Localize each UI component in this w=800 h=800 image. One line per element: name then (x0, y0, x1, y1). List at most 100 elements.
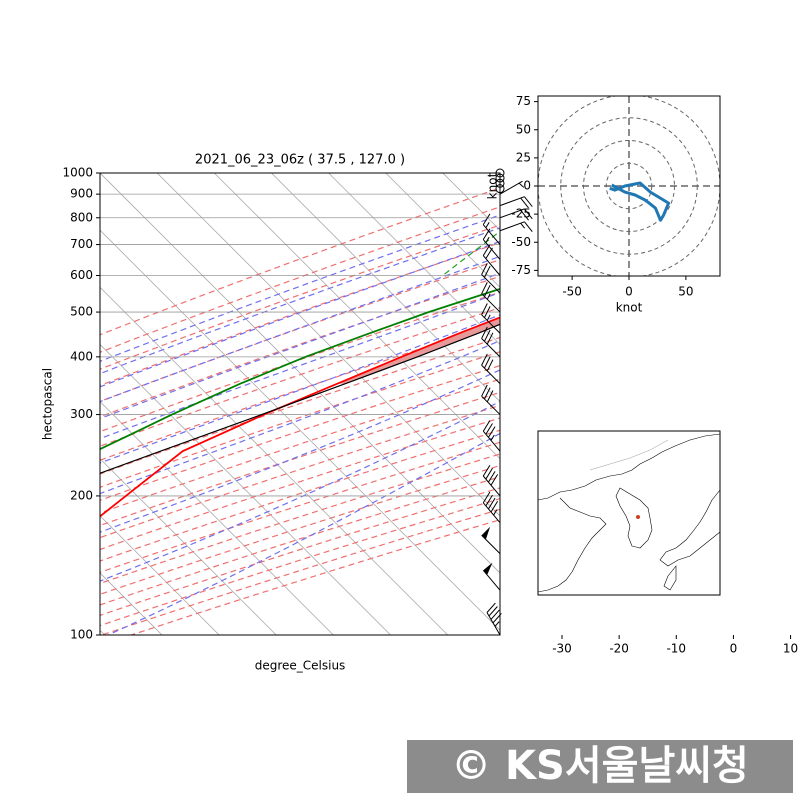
y-tick-label: 900 (70, 187, 93, 201)
hodo-y-tick-label: -25 (511, 207, 531, 221)
wind-barb (481, 282, 501, 313)
dry-adiabat (100, 187, 500, 336)
barb-staff (499, 180, 523, 195)
mixing-ratio-line (638, 173, 782, 276)
wind-barb (482, 562, 501, 591)
barb-staff (482, 475, 501, 497)
barb-staff (481, 534, 501, 554)
isotherm (100, 229, 500, 631)
barb-full (524, 208, 533, 220)
barb-full (486, 602, 496, 613)
barb-full (483, 329, 491, 342)
hodograph-plot (538, 96, 720, 276)
barb-full (486, 390, 494, 403)
dry-adiabat (100, 441, 500, 574)
wind-barb (499, 180, 525, 195)
wind-barb (481, 303, 501, 334)
isotherm (100, 401, 334, 635)
hodograph-line (609, 181, 671, 222)
x-tick-label: -30 (552, 642, 572, 656)
barb-full (481, 303, 488, 316)
barb-full (490, 609, 500, 620)
barb-staff (499, 221, 525, 232)
isotherm (156, 173, 500, 517)
dry-adiabat (100, 417, 500, 551)
hodo-y-tick-label: -75 (511, 263, 531, 277)
island-coast (663, 565, 677, 591)
barb-full (482, 464, 491, 477)
barb-staff (481, 338, 501, 358)
y-tick-label: 600 (70, 268, 93, 282)
barb-full (482, 491, 491, 504)
temperature-line (100, 316, 500, 518)
barb-half (485, 222, 490, 228)
barb-full (482, 213, 491, 225)
barb-full (481, 282, 488, 294)
y-tick-label: 300 (70, 407, 93, 421)
barb-staff (482, 430, 501, 452)
isotherm (328, 173, 500, 345)
barb-flag (481, 526, 491, 540)
barb-staff (486, 612, 501, 636)
barb-full (520, 197, 529, 209)
barb-full (481, 326, 488, 339)
y-tick-label: 100 (70, 628, 93, 642)
x-tick-label: -20 (609, 642, 629, 656)
barb-half (493, 509, 498, 516)
barb-full (483, 284, 491, 297)
barb-staff (499, 208, 525, 219)
isotherm (100, 343, 391, 635)
barb-staff (481, 364, 501, 384)
barb-full (485, 468, 493, 480)
barb-full (485, 423, 493, 435)
barb-staff (482, 502, 501, 524)
dry-adiabat (100, 378, 500, 514)
chart-title: 2021_06_23_06z ( 37.5 , 127.0 ) (195, 153, 405, 168)
isotherm (100, 515, 220, 635)
y-axis-label: hectopascal (41, 368, 55, 440)
barb-full (482, 420, 491, 432)
parcel-line (100, 323, 500, 474)
barb-full (490, 474, 499, 486)
wind-barb (482, 213, 501, 245)
barb-full (485, 494, 493, 507)
dry-adiabat (100, 206, 500, 353)
japan-coast (659, 489, 721, 567)
plot-frame (99, 172, 501, 636)
barb-full (488, 497, 496, 510)
hodo-y-tick-label: 50 (516, 122, 531, 136)
isotherm (271, 173, 500, 403)
barb-full (482, 228, 491, 240)
hodo-y-tick-label: -50 (511, 235, 531, 249)
y-tick-label: 400 (70, 349, 93, 363)
dewpoint-line (100, 287, 500, 451)
moist-adiabat (100, 255, 500, 403)
dry-adiabat (100, 224, 500, 370)
barb-staff (481, 274, 501, 294)
barb-full (482, 244, 491, 256)
y-tick-label: 200 (70, 488, 93, 502)
y-tick-label: 500 (70, 305, 93, 319)
barb-full (483, 306, 491, 318)
barb-full (520, 209, 529, 221)
mixing-ratio-line (442, 230, 500, 276)
coastline (537, 433, 721, 501)
barb-full (524, 196, 533, 207)
dry-adiabat (100, 365, 500, 502)
dry-adiabat (100, 351, 500, 488)
barb-staff (499, 196, 525, 207)
x-axis-label: degree_Celsius (255, 659, 346, 673)
barb-full (485, 247, 493, 259)
wind-barb (481, 326, 501, 358)
x-tick-label: 10 (783, 642, 798, 656)
lcl-point (784, 195, 792, 203)
wind-barb (499, 196, 533, 209)
barb-full (483, 356, 491, 369)
barb-half (485, 236, 490, 243)
wind-barb (481, 384, 501, 415)
isotherm (385, 173, 500, 288)
barb-full (481, 384, 488, 397)
hodo-x-tick-label: 50 (678, 285, 693, 299)
location-marker (636, 515, 640, 519)
